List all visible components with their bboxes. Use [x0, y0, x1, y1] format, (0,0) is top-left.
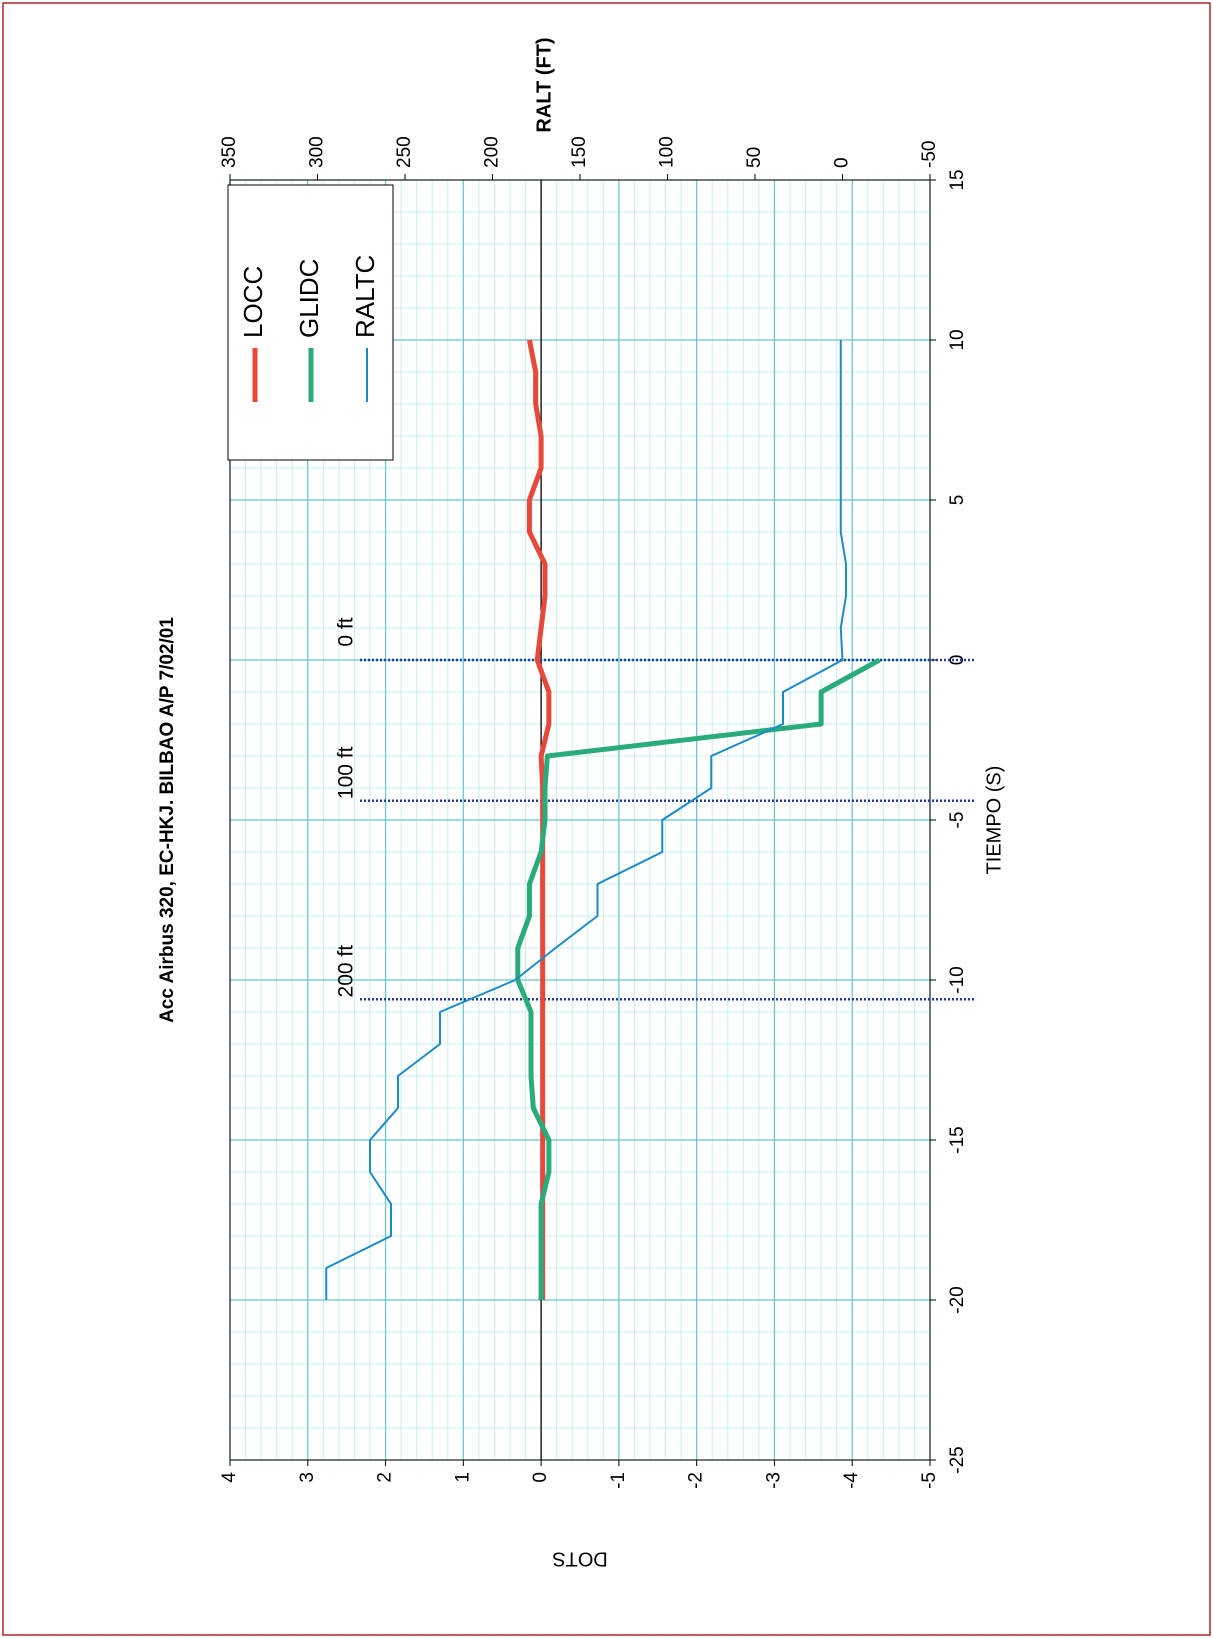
- y2-tick-label: 50: [744, 147, 765, 168]
- plot-frame: [229, 179, 931, 1461]
- legend-box: [227, 184, 394, 461]
- y2-tick-label: 200: [482, 136, 503, 168]
- y2-tick-label: 0: [832, 157, 853, 168]
- y-tick-label: 1: [452, 1472, 473, 1483]
- y2-tick-label: -50: [919, 141, 940, 168]
- series-line: [325, 340, 847, 1300]
- y2-tick-label: 150: [569, 136, 590, 168]
- series-line: [515, 657, 881, 1300]
- y2-tick-label: 350: [219, 136, 240, 168]
- annotation-label: 200 ft: [335, 945, 358, 998]
- x-axis-title: TIEMPO (S): [983, 766, 1005, 875]
- x-tick-label: 5: [947, 495, 968, 506]
- rotated-chart: Acc Airbus 320, EC-HKJ. BILBAO A/P 7/02/…: [157, 37, 1005, 1569]
- x-tick-label: 10: [947, 329, 968, 350]
- x-tick-label: -20: [947, 1286, 968, 1313]
- y2-tick-label: 250: [394, 136, 415, 168]
- x-tick-label: -15: [947, 1126, 968, 1153]
- y2-tick-label: 100: [657, 136, 678, 168]
- y2-tick-label: 300: [307, 136, 328, 168]
- y-tick-label: -2: [686, 1472, 707, 1489]
- chart-title: Acc Airbus 320, EC-HKJ. BILBAO A/P 7/02/…: [157, 617, 178, 1023]
- y-tick-label: 0: [530, 1472, 551, 1483]
- annotation-label: 0 ft: [335, 617, 358, 646]
- x-tick-label: -25: [947, 1446, 968, 1473]
- annotation-label: 100 ft: [335, 746, 358, 799]
- y-tick-label: 4: [219, 1472, 240, 1483]
- legend-label: GLIDC: [294, 259, 324, 338]
- legend-label: RALTC: [350, 255, 380, 338]
- x-tick-label: 15: [947, 169, 968, 190]
- x-tick-label: -5: [947, 812, 968, 829]
- y-tick-label: 2: [375, 1472, 396, 1483]
- y-tick-label: -5: [919, 1472, 940, 1489]
- legend-label: LOCC: [238, 266, 268, 338]
- y-tick-label: -4: [841, 1472, 862, 1489]
- y2-axis-title: RALT (FT): [533, 37, 555, 132]
- y-tick-label: -3: [763, 1472, 784, 1489]
- y-axis-title: DOTS: [552, 1548, 608, 1570]
- y-tick-label: 3: [297, 1472, 318, 1483]
- x-tick-label: -10: [947, 966, 968, 993]
- y-tick-label: -1: [608, 1472, 629, 1489]
